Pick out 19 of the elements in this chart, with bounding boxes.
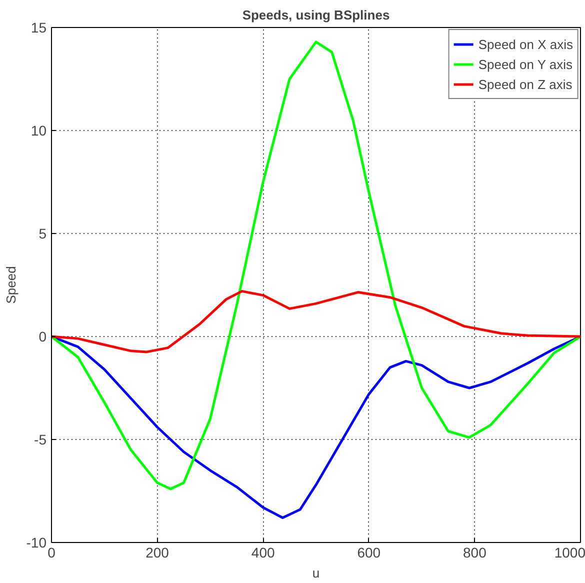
- y-tick-label: 0: [38, 328, 47, 344]
- chart-title: Speeds, using BSplines: [242, 8, 390, 22]
- y-tick-label: -10: [26, 534, 47, 550]
- y-tick-label: 15: [30, 20, 47, 36]
- x-tick-label: 800: [463, 544, 487, 560]
- x-axis-title: u: [312, 566, 320, 580]
- x-tick-label: 200: [146, 544, 170, 560]
- y-axis-title: Speed: [3, 266, 18, 304]
- legend-label: Speed on Y axis: [478, 56, 573, 72]
- x-tick-label: 400: [251, 544, 275, 560]
- x-tick-label: 1000: [554, 544, 585, 560]
- legend-label: Speed on Z axis: [478, 76, 572, 92]
- line-series: [52, 40, 580, 490]
- legend-label: Speed on X axis: [478, 36, 573, 52]
- x-tick-label: 600: [357, 544, 381, 560]
- y-tick-label: 5: [38, 226, 47, 242]
- line-series: [52, 290, 580, 354]
- y-tick-label: -5: [34, 432, 47, 448]
- y-tick-label: 10: [30, 122, 47, 138]
